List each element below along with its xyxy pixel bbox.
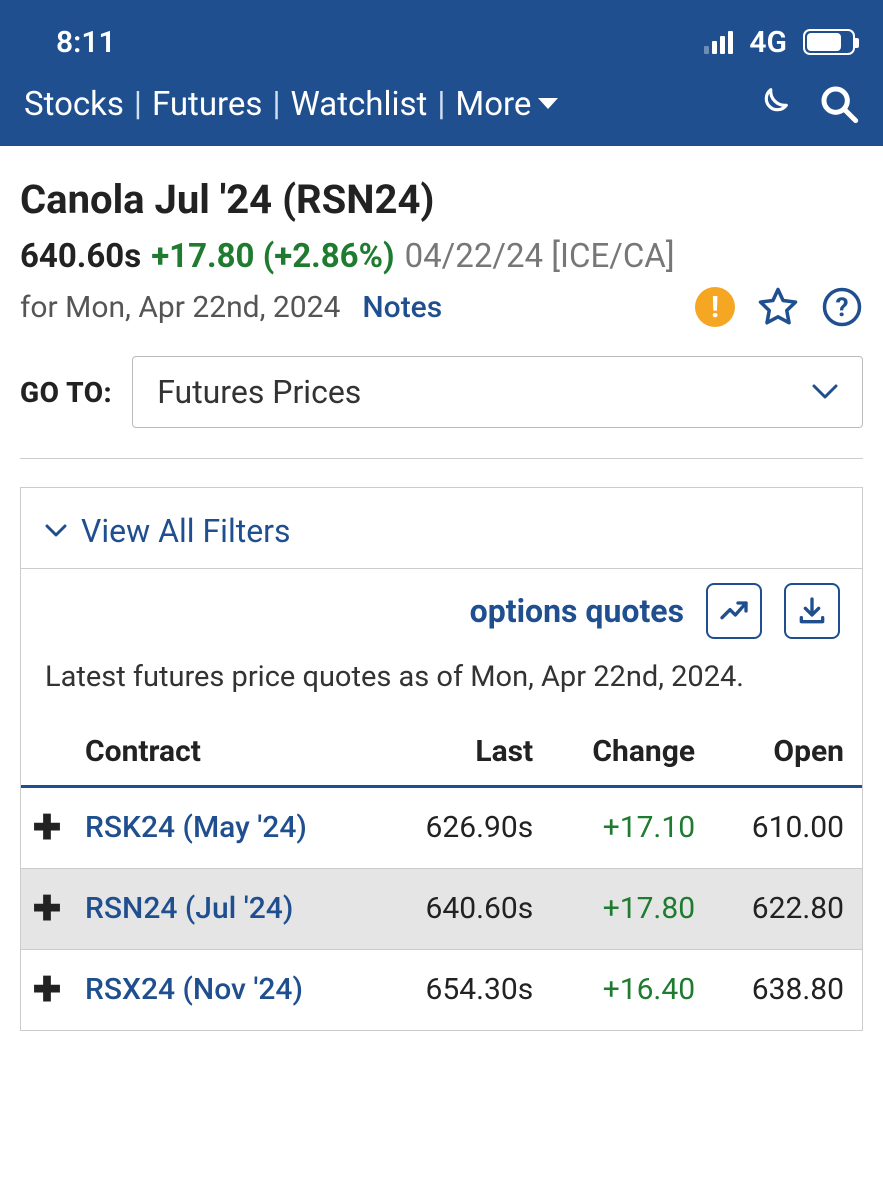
price-last: 640.60s (20, 237, 141, 276)
cell-contract[interactable]: RSN24 (Jul '24) (81, 868, 383, 949)
cell-open: 622.80 (713, 868, 862, 949)
cell-last: 626.90s (383, 786, 551, 868)
cell-contract[interactable]: RSK24 (May '24) (81, 786, 383, 868)
expand-icon[interactable]: ✚ (21, 949, 81, 1030)
cell-last: 640.60s (383, 868, 551, 949)
moon-icon[interactable] (753, 85, 791, 123)
goto-selected: Futures Prices (157, 373, 361, 411)
col-contract[interactable]: Contract (81, 718, 383, 787)
col-open[interactable]: Open (713, 718, 862, 787)
battery-icon (803, 29, 855, 55)
panel-caption: Latest futures price quotes as of Mon, A… (21, 647, 862, 718)
cell-open: 610.00 (713, 786, 862, 868)
expand-icon[interactable]: ✚ (21, 786, 81, 868)
filters-label: View All Filters (81, 512, 291, 550)
price-subline: for Mon, Apr 22nd, 2024 (20, 290, 340, 325)
status-right: 4G (704, 25, 855, 60)
goto-label: GO TO: (20, 376, 112, 409)
expand-icon[interactable]: ✚ (21, 868, 81, 949)
table-row[interactable]: ✚RSX24 (Nov '24)654.30s+16.40638.80 (21, 949, 862, 1030)
quotes-panel: View All Filters options quotes Latest f… (20, 487, 863, 1031)
price-change: +17.80 (+2.86%) (151, 237, 394, 276)
favorite-icon[interactable] (757, 286, 799, 328)
alert-icon[interactable]: ! (695, 287, 735, 327)
nav-separator: | (437, 85, 445, 124)
nav-links: Stocks | Futures | Watchlist | More (24, 85, 743, 124)
cell-contract[interactable]: RSX24 (Nov '24) (81, 949, 383, 1030)
col-expand (21, 718, 81, 787)
nav-separator: | (272, 85, 280, 124)
price-line: 640.60s +17.80 (+2.86%) 04/22/24 [ICE/CA… (20, 237, 863, 276)
view-all-filters[interactable]: View All Filters (45, 512, 291, 550)
nav-separator: | (134, 85, 142, 124)
table-row[interactable]: ✚RSN24 (Jul '24)640.60s+17.80622.80 (21, 868, 862, 949)
table-row[interactable]: ✚RSK24 (May '24)626.90s+17.10610.00 (21, 786, 862, 868)
quotes-table: Contract Last Change Open ✚RSK24 (May '2… (21, 718, 862, 1030)
svg-text:?: ? (835, 293, 848, 323)
table-header-row: Contract Last Change Open (21, 718, 862, 787)
network-label: 4G (749, 25, 787, 60)
chevron-down-icon (45, 524, 67, 538)
chevron-down-icon (812, 384, 838, 400)
cell-last: 654.30s (383, 949, 551, 1030)
help-icon[interactable]: ? (821, 286, 863, 328)
nav-more[interactable]: More (455, 85, 559, 124)
page-title: Canola Jul '24 (RSN24) (20, 176, 863, 223)
status-bar: 8:11 4G (0, 0, 883, 84)
col-change[interactable]: Change (551, 718, 713, 787)
nav-link-stocks[interactable]: Stocks (24, 85, 124, 124)
status-time: 8:11 (56, 25, 116, 60)
divider (20, 458, 863, 459)
price-date-exchange: 04/22/24 [ICE/CA] (405, 237, 675, 276)
chart-icon[interactable] (706, 583, 762, 639)
nav-more-label: More (455, 85, 531, 124)
cell-open: 638.80 (713, 949, 862, 1030)
nav-link-watchlist[interactable]: Watchlist (291, 85, 428, 124)
caret-down-icon (537, 97, 559, 111)
notes-link[interactable]: Notes (362, 290, 442, 325)
goto-select[interactable]: Futures Prices (132, 356, 863, 428)
cell-change: +17.10 (551, 786, 713, 868)
options-quotes-link[interactable]: options quotes (470, 592, 684, 630)
nav-bar: Stocks | Futures | Watchlist | More (0, 84, 883, 146)
col-last[interactable]: Last (383, 718, 551, 787)
cell-change: +16.40 (551, 949, 713, 1030)
search-icon[interactable] (819, 84, 859, 124)
signal-icon (704, 31, 733, 54)
nav-link-futures[interactable]: Futures (152, 85, 262, 124)
cell-change: +17.80 (551, 868, 713, 949)
download-icon[interactable] (784, 583, 840, 639)
